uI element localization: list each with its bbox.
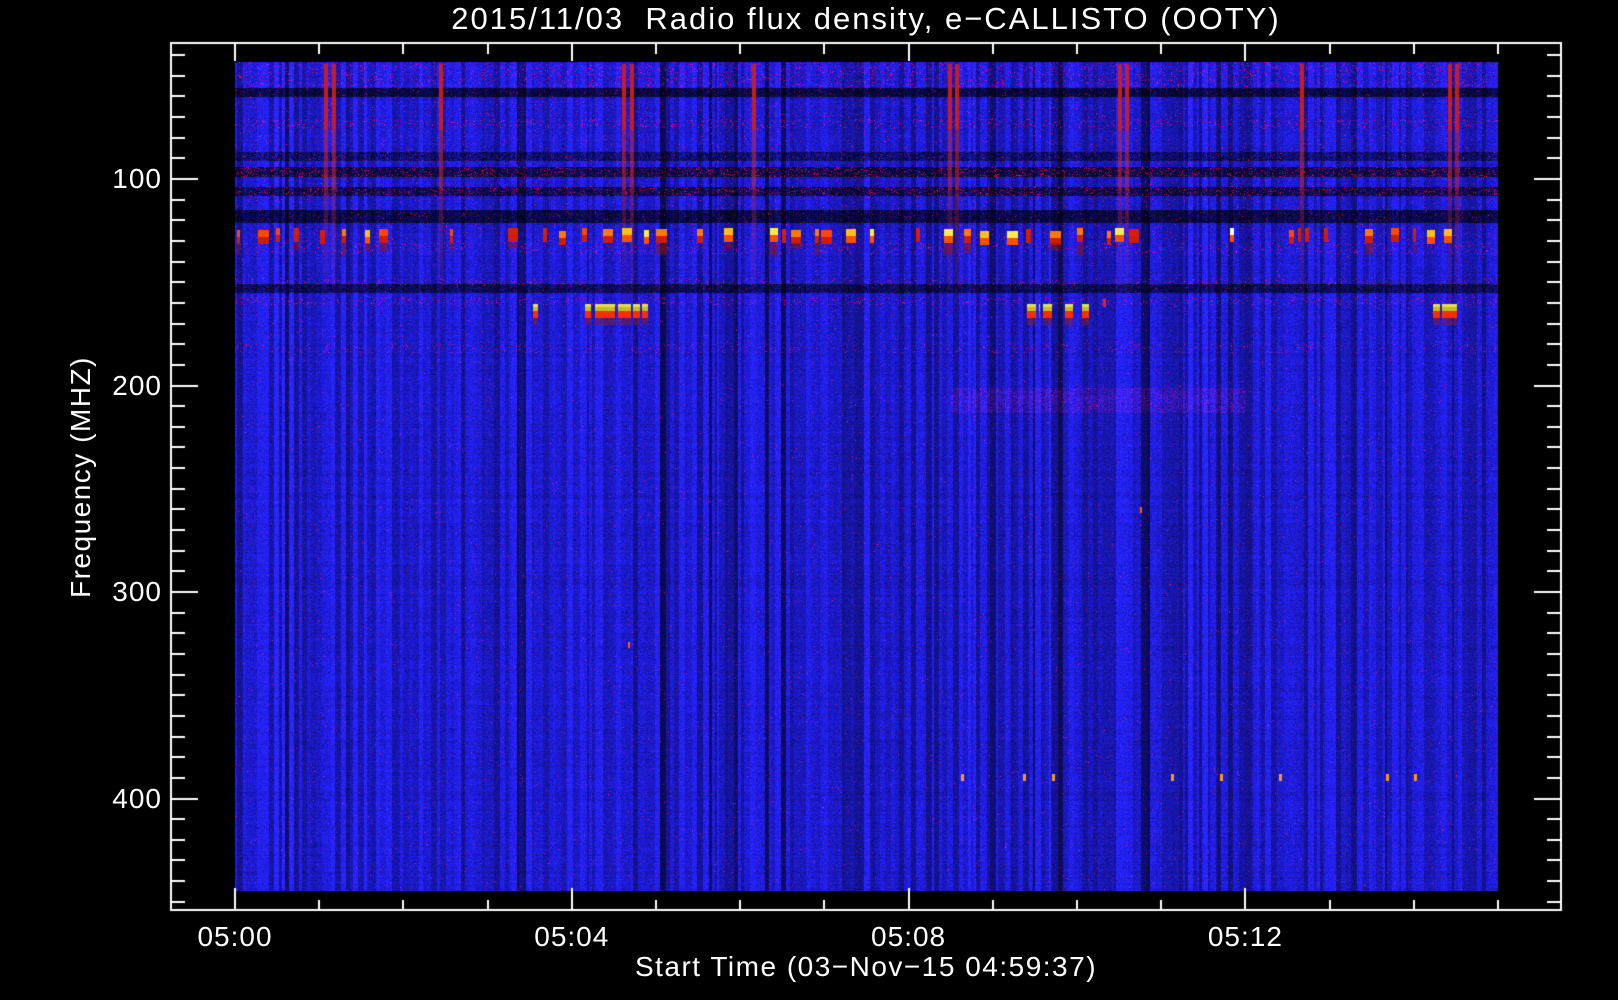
x-axis-label: Start Time (03−Nov−15 04:59:37) (634, 951, 1098, 982)
x-tick-label: 05:04 (534, 921, 610, 952)
y-tick-label: 200 (112, 369, 162, 401)
x-tick-label: 05:08 (871, 921, 947, 952)
y-tick-label: 300 (112, 576, 162, 607)
y-tick-label: 400 (112, 782, 162, 814)
chart-title: 2015/11/03 Radio flux density, e−CALLIST… (451, 1, 1281, 36)
y-tick-label: 100 (112, 163, 162, 194)
x-tick-label: 05:00 (197, 921, 273, 952)
x-tick-label: 05:12 (1207, 921, 1283, 952)
